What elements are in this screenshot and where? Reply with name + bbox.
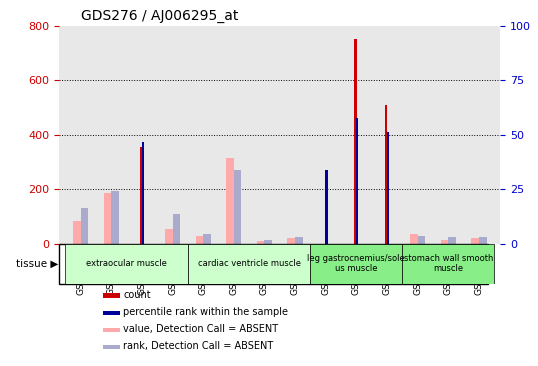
Bar [310, 244, 402, 284]
Bar [188, 244, 310, 284]
Bar [479, 237, 486, 244]
Bar [356, 118, 358, 244]
Bar [140, 147, 142, 244]
Bar [295, 237, 303, 244]
Bar [81, 208, 88, 244]
Bar [265, 240, 272, 244]
Bar [448, 237, 456, 244]
Bar [417, 236, 425, 244]
Bar [111, 191, 119, 244]
Bar [257, 241, 265, 244]
Bar [471, 238, 479, 244]
Bar [141, 142, 144, 244]
Bar [103, 294, 121, 298]
Bar [410, 234, 417, 244]
Bar [234, 170, 242, 244]
Bar [287, 238, 295, 244]
Text: percentile rank within the sample: percentile rank within the sample [123, 307, 288, 317]
Text: value, Detection Call = ABSENT: value, Detection Call = ABSENT [123, 324, 278, 334]
Bar [103, 311, 121, 315]
Bar [387, 132, 389, 244]
Text: GDS276 / AJ006295_at: GDS276 / AJ006295_at [81, 9, 239, 23]
Bar [385, 105, 387, 244]
Text: stomach wall smooth
muscle: stomach wall smooth muscle [404, 254, 493, 273]
Bar [65, 244, 188, 284]
Text: extraocular muscle: extraocular muscle [86, 259, 167, 268]
Text: cardiac ventricle muscle: cardiac ventricle muscle [197, 259, 301, 268]
Bar [73, 221, 81, 244]
Text: rank, Detection Call = ABSENT: rank, Detection Call = ABSENT [123, 341, 273, 351]
Bar [104, 193, 111, 244]
Text: tissue ▶: tissue ▶ [16, 259, 59, 269]
Text: leg gastrocnemius/sole
us muscle: leg gastrocnemius/sole us muscle [308, 254, 405, 273]
Bar [173, 214, 180, 244]
Bar [203, 234, 211, 244]
Bar [402, 244, 494, 284]
Bar [441, 240, 448, 244]
Bar [195, 236, 203, 244]
Bar [103, 328, 121, 332]
Bar [103, 345, 121, 350]
Bar [226, 158, 234, 244]
Text: count: count [123, 290, 151, 300]
Bar [325, 170, 328, 244]
Bar [355, 39, 357, 244]
Bar [165, 229, 173, 244]
